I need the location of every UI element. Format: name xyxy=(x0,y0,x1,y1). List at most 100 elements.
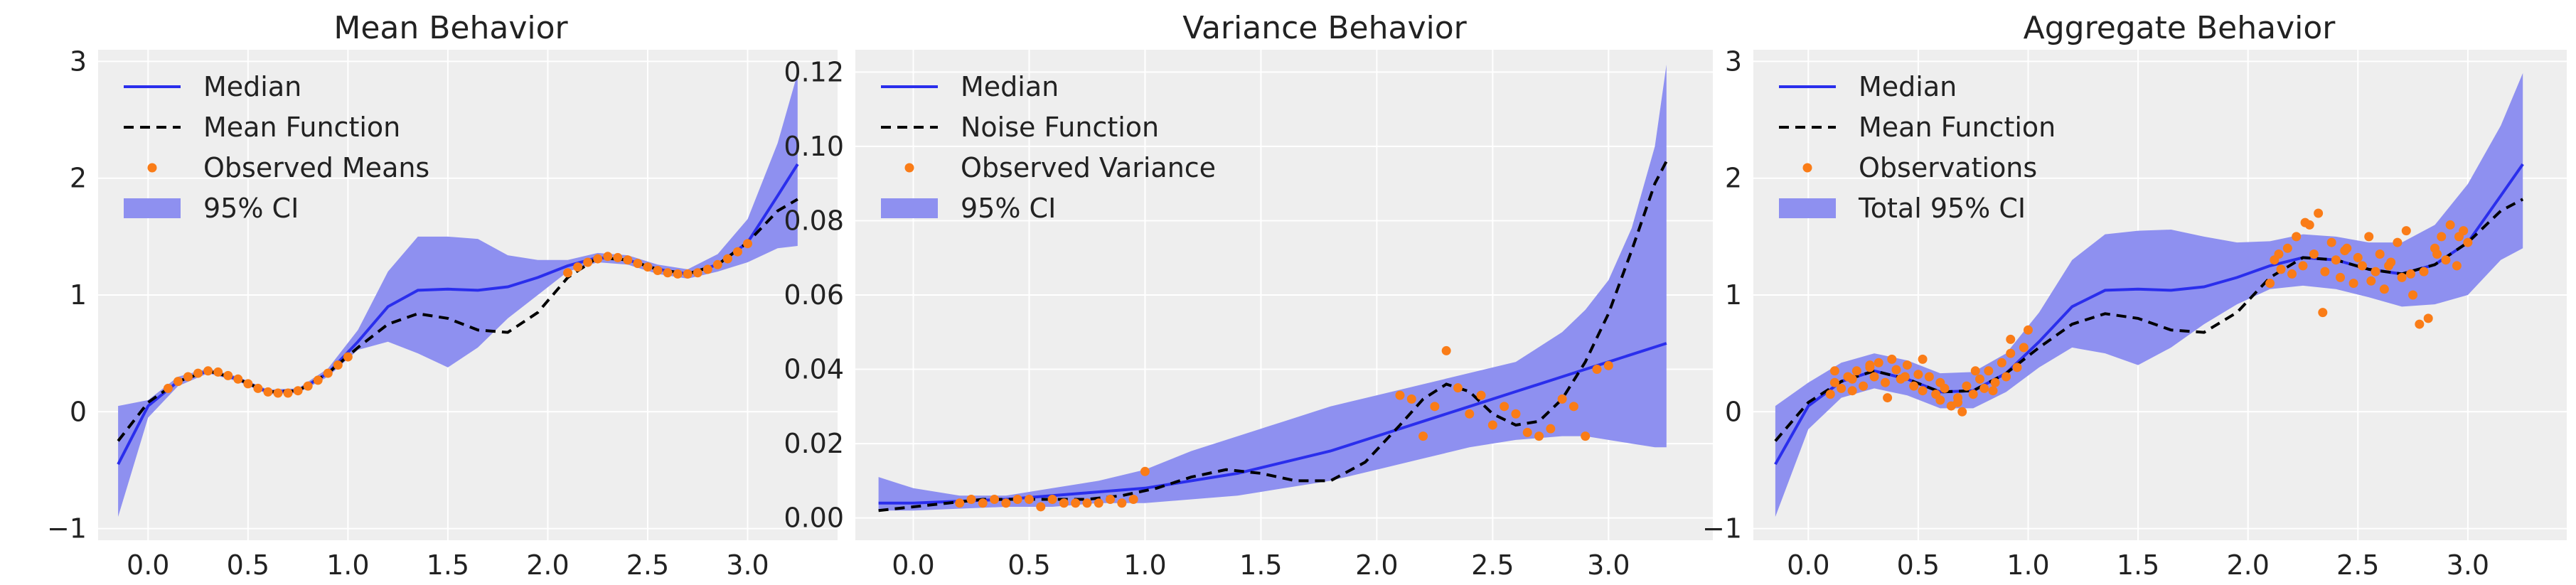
plot-area-mean: 0.0 0.5 1.0 1.5 2.0 2.5 3.0 −1 0 1 2 3 Median Mean Fu… xyxy=(47,45,838,581)
observation-point xyxy=(1406,394,1416,404)
observation-point xyxy=(1883,393,1893,403)
observation-point xyxy=(1500,402,1509,412)
observation-point xyxy=(2432,249,2442,259)
observation-point xyxy=(2393,237,2403,247)
observation-point xyxy=(283,388,293,398)
observation-point xyxy=(213,367,223,377)
observation-point xyxy=(2276,264,2286,274)
observation-point xyxy=(978,498,988,508)
observation-point xyxy=(1592,365,1602,375)
panel-aggregate-behavior: Aggregate Behavior 0.0 0.5 1.0 1.5 2.0 2.5 3.0… xyxy=(1702,10,2567,581)
observation-point xyxy=(2357,261,2367,271)
observation-point xyxy=(2384,261,2394,271)
legend-label: 95% CI xyxy=(961,193,1056,224)
legend-label: Observed Means xyxy=(203,152,429,183)
observation-point xyxy=(1935,395,1945,405)
observation-point xyxy=(1418,431,1428,441)
x-tick-label: 1.0 xyxy=(326,549,369,581)
x-tick-label: 1.0 xyxy=(2006,549,2049,581)
observation-point xyxy=(1534,431,1544,441)
observation-point xyxy=(1902,360,1912,370)
observation-point xyxy=(2401,226,2411,236)
ci-band-variance xyxy=(878,64,1667,511)
observation-point xyxy=(2274,249,2284,259)
legend-label: Total 95% CI xyxy=(1858,193,2026,224)
observation-point xyxy=(173,377,183,387)
observation-point xyxy=(583,257,593,267)
y-tick-label: −1 xyxy=(1702,513,1742,544)
x-tick-label: 0.5 xyxy=(227,549,269,581)
observation-point xyxy=(333,360,343,370)
panel-variance-behavior: Variance Behavior 0.0 0.5 1.0 1.5 2.0 2.5 3.00… xyxy=(784,10,1713,581)
observation-point xyxy=(2375,249,2385,259)
observation-point xyxy=(623,255,633,265)
x-tick-label: 2.0 xyxy=(526,549,569,581)
observation-point xyxy=(1957,407,1967,417)
ci-band-aggregate xyxy=(1775,73,2523,517)
observation-point xyxy=(573,262,583,272)
observation-point xyxy=(563,268,573,278)
legend-label: Noise Function xyxy=(961,112,1159,143)
x-tick-label: 2.0 xyxy=(2226,549,2269,581)
observation-point xyxy=(223,370,233,380)
y-tick-label: 2 xyxy=(70,163,87,194)
observation-point xyxy=(1984,366,1994,376)
x-tick-label: 3.0 xyxy=(1587,549,1630,581)
x-tick-label: 0.5 xyxy=(1008,549,1050,581)
observation-point xyxy=(743,239,753,249)
observation-point xyxy=(653,266,663,275)
legend-label: Observed Variance xyxy=(961,152,1216,183)
y-tick-label: 2 xyxy=(1725,163,1742,194)
observation-point xyxy=(1059,498,1069,508)
observation-point xyxy=(2415,319,2425,329)
legend-observed-swatch xyxy=(904,163,914,173)
y-tick-label: 0.06 xyxy=(784,279,844,311)
x-tick-label: 0.0 xyxy=(127,549,169,581)
observation-point xyxy=(1968,390,1978,399)
observation-point xyxy=(732,247,742,257)
observation-point xyxy=(1924,372,1934,382)
y-tick-label: −1 xyxy=(47,513,87,544)
observation-point xyxy=(2379,284,2389,294)
observation-point xyxy=(1970,366,1980,376)
observation-point xyxy=(1603,360,1613,370)
observation-point xyxy=(2309,249,2319,259)
observation-point xyxy=(1881,377,1891,387)
observation-point xyxy=(663,268,673,278)
observation-point xyxy=(273,388,283,398)
y-tick-label: 3 xyxy=(70,45,87,77)
observation-point xyxy=(343,352,353,362)
observation-point xyxy=(1865,360,1875,370)
observation-point xyxy=(643,262,653,272)
observation-point xyxy=(2397,272,2407,282)
observation-point xyxy=(2441,255,2451,265)
observation-point xyxy=(323,368,333,378)
observation-point xyxy=(183,372,193,382)
observation-point xyxy=(990,495,1000,504)
observation-point xyxy=(2366,276,2376,286)
observation-point xyxy=(2340,246,2350,256)
observation-point xyxy=(1557,394,1567,404)
legend-label: 95% CI xyxy=(203,193,299,224)
observation-point xyxy=(1024,495,1034,504)
observation-point xyxy=(1851,366,1861,376)
observation-point xyxy=(2331,255,2341,265)
x-tick-label: 2.0 xyxy=(1355,549,1398,581)
observation-point xyxy=(613,252,623,262)
observation-point xyxy=(1487,420,1497,430)
legend-ci-swatch xyxy=(1779,198,1836,218)
function-line-variance xyxy=(878,160,1668,512)
observation-point xyxy=(2314,208,2324,218)
observation-point xyxy=(1847,374,1857,384)
plot-area-variance: 0.0 0.5 1.0 1.5 2.0 2.5 3.0 0.00 0.02 0.04 0.06 0.0… xyxy=(784,50,1713,581)
x-tick-label: 3.0 xyxy=(726,549,769,581)
observation-point xyxy=(1036,502,1046,512)
legend-label: Mean Function xyxy=(1859,112,2056,143)
observation-point xyxy=(2437,232,2447,242)
x-tick-label: 3.0 xyxy=(2447,549,2489,581)
observation-point xyxy=(673,269,683,279)
observation-point xyxy=(1546,424,1556,434)
y-tick-label: 3 xyxy=(1725,45,1742,77)
observation-point xyxy=(2353,252,2363,262)
observation-point xyxy=(2265,279,2275,289)
